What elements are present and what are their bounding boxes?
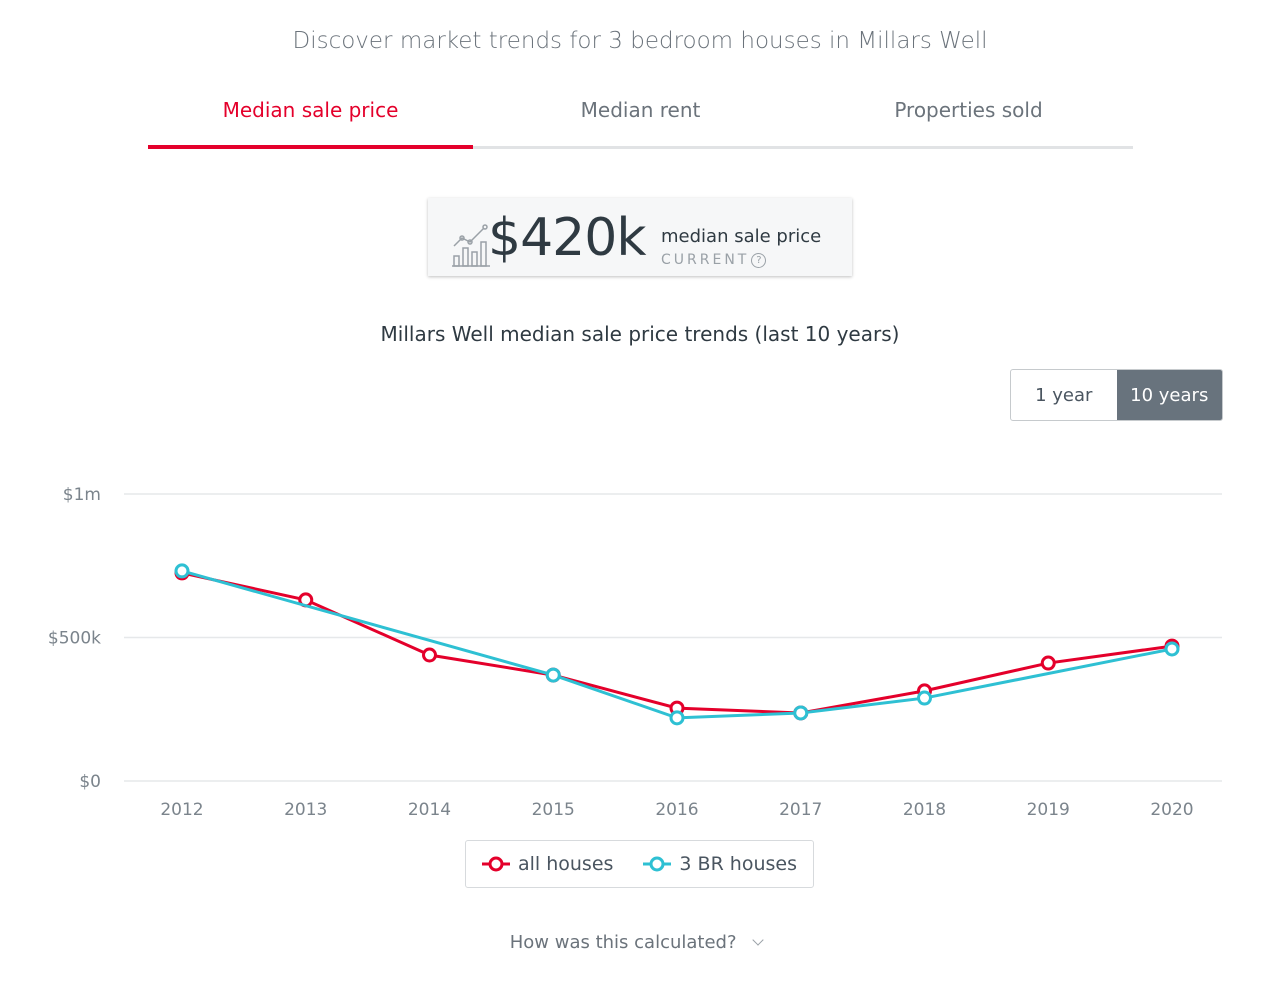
legend-marker-all-houses (481, 856, 510, 872)
series-line-1 (181, 569, 1173, 720)
question-circle-icon[interactable]: ? (751, 253, 767, 268)
line-chart: $0 $500k $1m 2012 2013 2014 2015 2016 2017 2018 20… (48, 485, 1222, 820)
legend-marker-3br-houses (643, 856, 672, 872)
data-point-1 (174, 563, 190, 579)
tab-bar (148, 146, 1133, 149)
summary-label: median sale price (661, 226, 822, 247)
chart-growth-icon (452, 224, 490, 267)
x-tick-label: 2015 (532, 800, 575, 820)
range-toggle: 1 year 10 years (1010, 369, 1223, 421)
chevron-down-icon (752, 934, 764, 946)
how-calculated-link[interactable]: How was this calculated? (0, 932, 1272, 953)
y-tick-label: $1m (63, 485, 101, 505)
x-tick-label: 2016 (655, 800, 698, 820)
headline: Discover market trends for 3 bedroom hou… (292, 28, 988, 54)
legend-item-all-houses[interactable]: all houses (481, 853, 614, 875)
x-tick-label: 2018 (903, 800, 946, 820)
legend-item-3br-houses[interactable]: 3 BR houses (643, 853, 797, 875)
chart-title: Millars Well median sale price trends (l… (380, 322, 900, 346)
tab-properties-sold[interactable]: Properties sold (894, 98, 1043, 122)
summary-sublabel: CURRENT? (661, 252, 767, 268)
current-label: CURRENT (661, 252, 750, 268)
range-1-year-button[interactable]: 1 year (1035, 384, 1093, 406)
tab-median-sale-price[interactable]: Median sale price (222, 98, 399, 122)
summary-card: $420k median sale price CURRENT? (428, 198, 852, 276)
summary-value: $420k (488, 208, 646, 268)
range-10-years-button[interactable]: 10 years (1116, 370, 1222, 420)
data-point-1 (669, 710, 685, 726)
legend: all houses 3 BR houses (465, 840, 814, 888)
x-tick-label: 2014 (408, 800, 451, 820)
data-point-1 (545, 667, 561, 683)
x-tick-label: 2013 (284, 800, 327, 820)
y-tick-label: $0 (79, 772, 101, 792)
legend-label: 3 BR houses (679, 853, 798, 875)
data-point-1 (1164, 641, 1180, 657)
data-point-0 (422, 647, 437, 663)
data-point-1 (917, 690, 932, 706)
tab-active-indicator (148, 145, 473, 149)
legend-label: all houses (517, 853, 614, 875)
x-tick-label: 2020 (1150, 800, 1193, 820)
x-tick-label: 2017 (779, 800, 822, 820)
series-line-0 (181, 571, 1173, 715)
y-tick-label: $500k (48, 629, 101, 649)
tab-median-rent[interactable]: Median rent (580, 98, 701, 122)
x-tick-label: 2012 (160, 800, 203, 820)
data-point-0 (1040, 655, 1056, 671)
how-calculated-text: How was this calculated? (509, 932, 737, 953)
data-point-1 (793, 705, 809, 721)
x-tick-label: 2019 (1027, 800, 1070, 820)
